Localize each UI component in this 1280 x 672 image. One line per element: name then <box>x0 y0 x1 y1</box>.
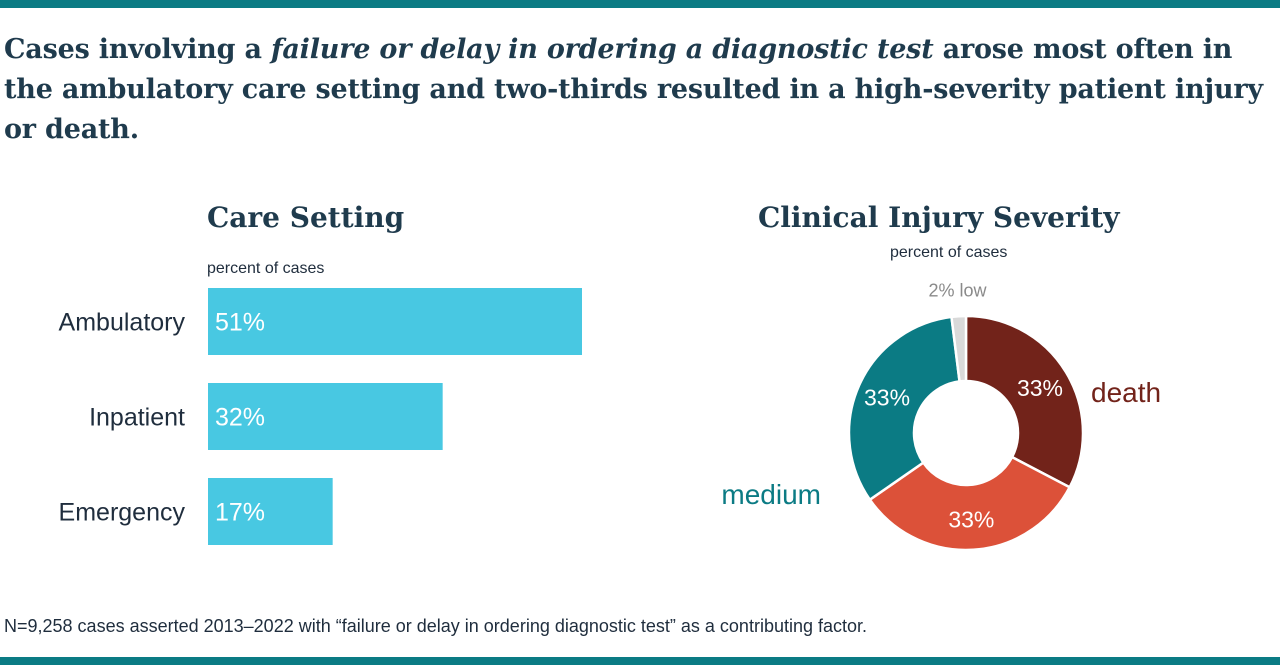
value-label-ambulatory: 51% <box>215 309 265 337</box>
value-label-emergency: 17% <box>215 499 265 527</box>
footnote: N=9,258 cases asserted 2013–2022 with “f… <box>4 616 868 636</box>
bar-inpatient <box>208 383 443 450</box>
care-setting-bar-chart: Ambulatory 51% Inpatient 32% Emergency 17% <box>59 288 582 545</box>
bar-ambulatory <box>208 288 582 355</box>
category-label-inpatient: Inpatient <box>89 404 185 432</box>
slice-value-high: 33% <box>948 506 994 532</box>
slice-name-medium: medium <box>721 479 821 510</box>
bar-chart-subtitle: percent of cases <box>207 260 325 277</box>
slice-value-medium: 33% <box>864 385 910 411</box>
headline-part-2: arose most often in the ambulatory care … <box>4 34 1263 145</box>
slice-low <box>950 314 968 383</box>
slice-death <box>964 314 1085 489</box>
slice-label-low: 2% low <box>928 280 987 300</box>
slice-medium <box>847 315 961 502</box>
bar-emergency <box>208 478 333 545</box>
donut-chart-title: Clinical Injury Severity <box>758 201 1120 234</box>
slice-value-death: 33% <box>1017 375 1063 401</box>
headline: Cases involving a failure or delay in or… <box>4 30 1264 150</box>
category-label-ambulatory: Ambulatory <box>59 309 186 337</box>
bottom-accent-band <box>0 657 1280 665</box>
slice-name-death: death <box>1091 377 1161 408</box>
category-label-emergency: Emergency <box>59 499 186 527</box>
slice-high <box>868 455 1072 552</box>
donut-chart-subtitle: percent of cases <box>890 244 1008 261</box>
top-accent-band <box>0 0 1280 8</box>
headline-italic: failure or delay in ordering a diagnosti… <box>270 34 934 65</box>
headline-part-1: Cases involving a <box>4 34 271 65</box>
bar-chart-title: Care Setting <box>207 201 405 234</box>
value-label-inpatient: 32% <box>215 404 265 432</box>
